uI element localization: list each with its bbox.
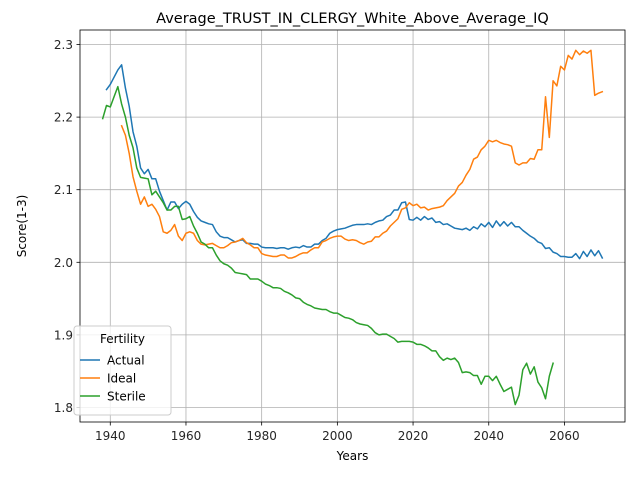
x-axis-ticks: 1940 1960 1980 2000 2020 2040 2060 — [95, 422, 580, 443]
y-tick-label: 1.9 — [54, 328, 73, 342]
legend-box — [73, 325, 172, 416]
series-line-actual — [105, 64, 604, 260]
legend-label-sterile: Sterile — [107, 390, 146, 404]
y-axis-label: Score(1-3) — [15, 195, 29, 258]
x-tick-label: 1940 — [95, 429, 126, 443]
series-line-ideal — [120, 49, 604, 259]
legend-label-actual: Actual — [107, 354, 145, 368]
series-line-sterile — [101, 85, 555, 406]
plot-frame — [79, 29, 626, 423]
legend-label-ideal: Ideal — [107, 372, 136, 386]
legend-title: Fertility — [100, 332, 145, 346]
legend: Fertility Actual Ideal Sterile — [73, 325, 172, 416]
x-axis-label: Years — [336, 449, 369, 463]
x-tick-label: 2000 — [322, 429, 353, 443]
y-tick-label: 2.1 — [54, 183, 73, 197]
y-tick-label: 2.3 — [54, 38, 73, 52]
y-tick-label: 2.0 — [54, 256, 73, 270]
y-axis-ticks: 1.8 1.9 2.0 2.1 2.2 2.3 — [54, 38, 80, 415]
y-tick-label: 1.8 — [54, 401, 73, 415]
x-tick-label: 2060 — [549, 429, 580, 443]
legend-items: Actual Ideal Sterile — [80, 354, 146, 404]
y-tick-label: 2.2 — [54, 111, 73, 125]
x-tick-label: 2020 — [398, 429, 429, 443]
x-tick-label: 1980 — [246, 429, 277, 443]
x-tick-label: 2040 — [473, 429, 504, 443]
series-layer — [101, 49, 604, 406]
x-tick-label: 1960 — [171, 429, 202, 443]
chart-title: Average_TRUST_IN_CLERGY_White_Above_Aver… — [156, 11, 549, 27]
